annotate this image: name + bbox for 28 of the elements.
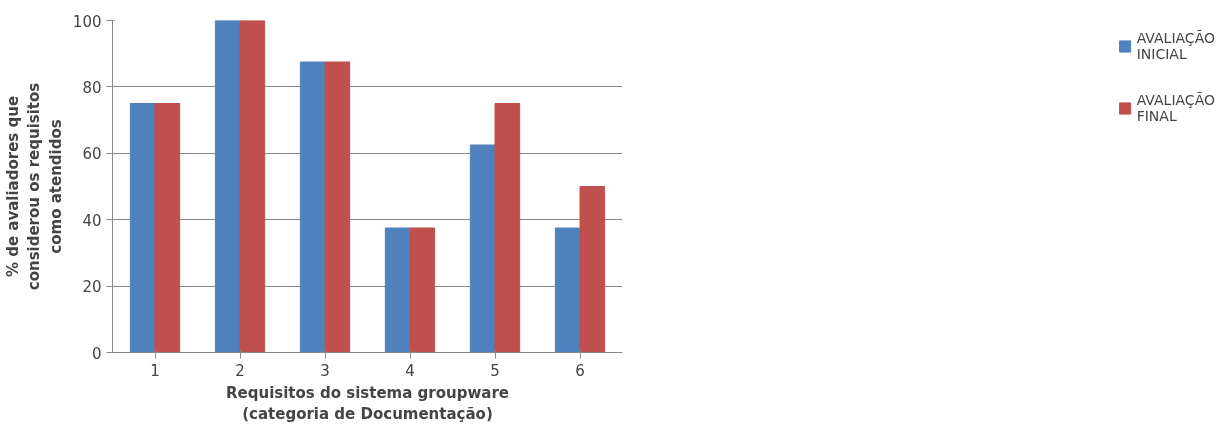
bar (239, 20, 266, 353)
bar (324, 61, 351, 353)
legend-label: AVALIAÇÃO INICIAL (1136, 30, 1215, 62)
bar (129, 103, 156, 353)
legend-label: AVALIAÇÃO FINAL (1136, 92, 1215, 124)
bar (409, 227, 436, 353)
bar (214, 20, 241, 353)
y-tick-label: 60 (82, 145, 102, 164)
bar (384, 227, 411, 353)
y-tick-label: 80 (82, 78, 102, 97)
x-tick-label: 4 (405, 361, 415, 380)
x-tick-label: 3 (320, 361, 330, 380)
bar (554, 227, 581, 353)
bar (469, 144, 496, 353)
y-tick-label: 100 (72, 12, 102, 31)
y-tick-label: 40 (82, 211, 102, 230)
bar (299, 61, 326, 353)
y-tick-label: 0 (91, 344, 102, 363)
x-tick-label: 6 (575, 361, 585, 380)
x-tick-label: 5 (490, 361, 500, 380)
y-axis-title: % de avaliadores que considerou os requisitos como atendidos (3, 82, 65, 291)
y-tick-label: 20 (82, 278, 102, 297)
bar (154, 103, 181, 353)
x-tick-label: 2 (235, 361, 245, 380)
bar (494, 103, 521, 353)
bar (579, 186, 606, 353)
x-axis-title: Requisitos do sistema groupware (categoria de Documentação) (226, 383, 509, 424)
x-tick-label: 1 (150, 361, 160, 380)
